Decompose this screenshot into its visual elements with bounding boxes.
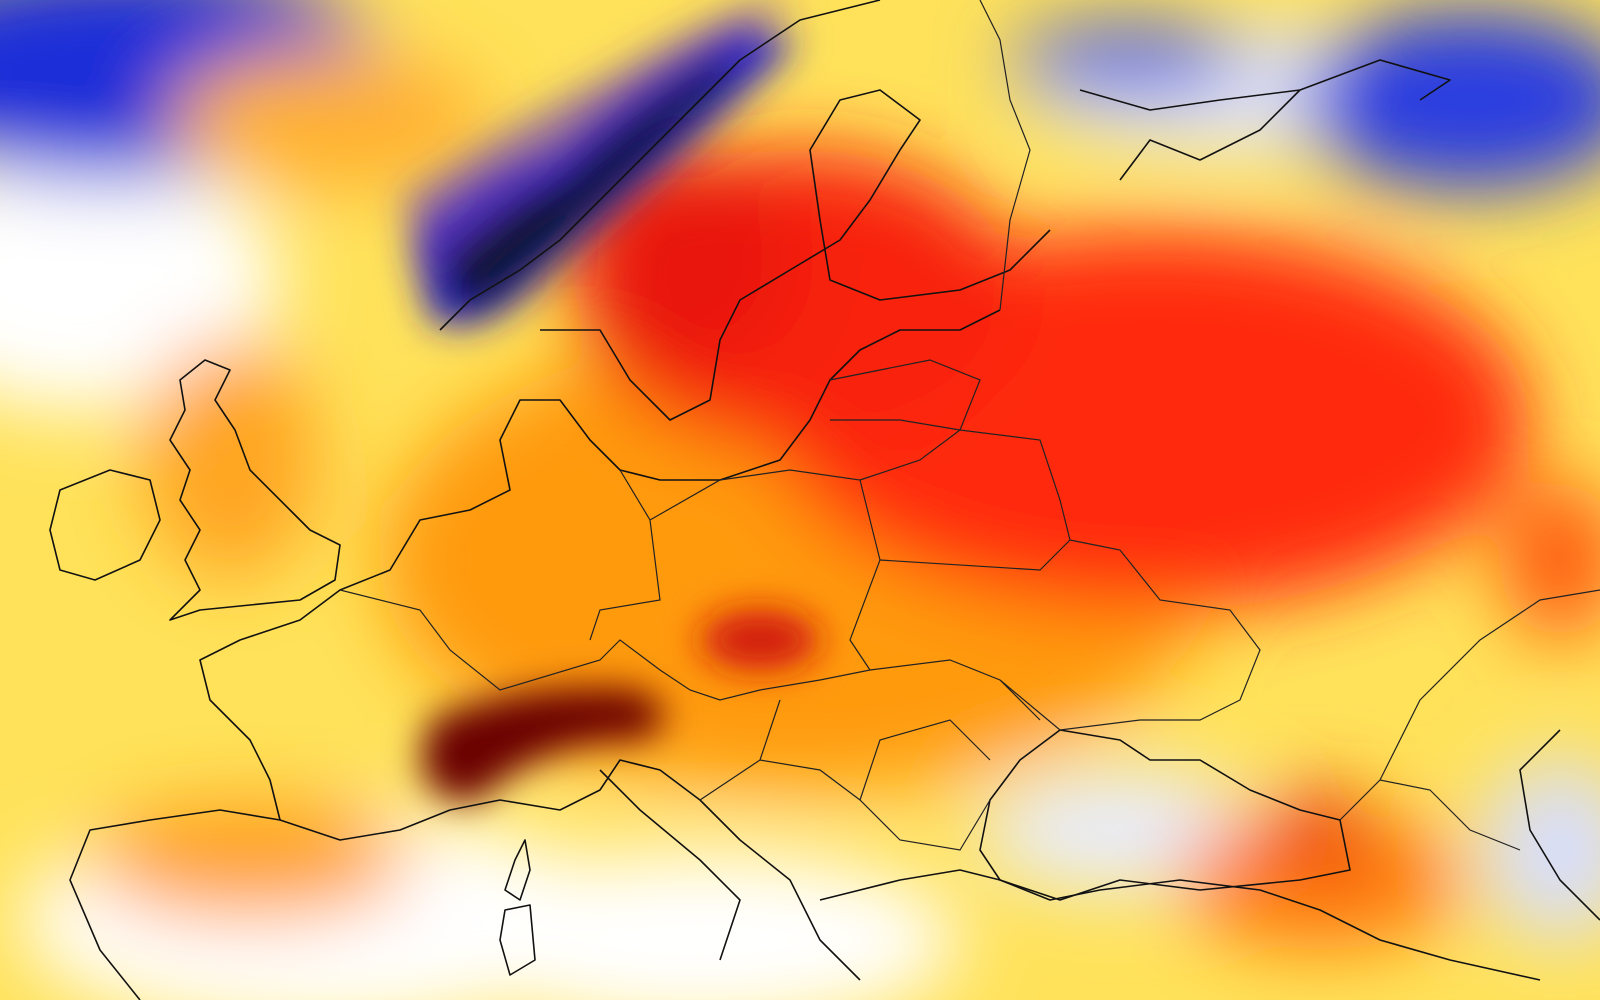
coastline-caspian [1519,729,1600,921]
coastline-ireland [49,469,161,581]
border [979,0,1031,311]
border [829,359,981,431]
coastline-sardinia [499,904,536,976]
hot-area [570,150,790,370]
hot-area [700,610,820,670]
extreme-cold-area [440,60,740,310]
warm-area [170,50,490,190]
border [699,699,991,851]
cold-area [1010,25,1250,95]
border [859,429,1071,571]
coastline-white-sea [1079,59,1451,181]
coastline-mediterranean [279,759,1541,981]
coastline-britain [169,359,341,621]
border [1339,589,1600,851]
coastline-scandinavia [439,0,1051,421]
cold-area [1300,10,1600,190]
hot-area [1500,480,1600,640]
anomaly-extremes [400,0,820,802]
hot-area [1270,790,1370,870]
coastline-continent [69,309,1001,1000]
warm-area [140,340,320,580]
border [339,589,1041,721]
cold-area [400,0,800,280]
coastlines [49,0,1600,1000]
borders [339,0,1600,851]
coastline-corsica [504,839,531,901]
neutral-area [440,850,960,1000]
warm-area [1180,810,1460,950]
border [999,539,1261,731]
cool-area [1480,760,1600,940]
warm-area [90,800,410,920]
extreme-hot-area [420,688,665,802]
